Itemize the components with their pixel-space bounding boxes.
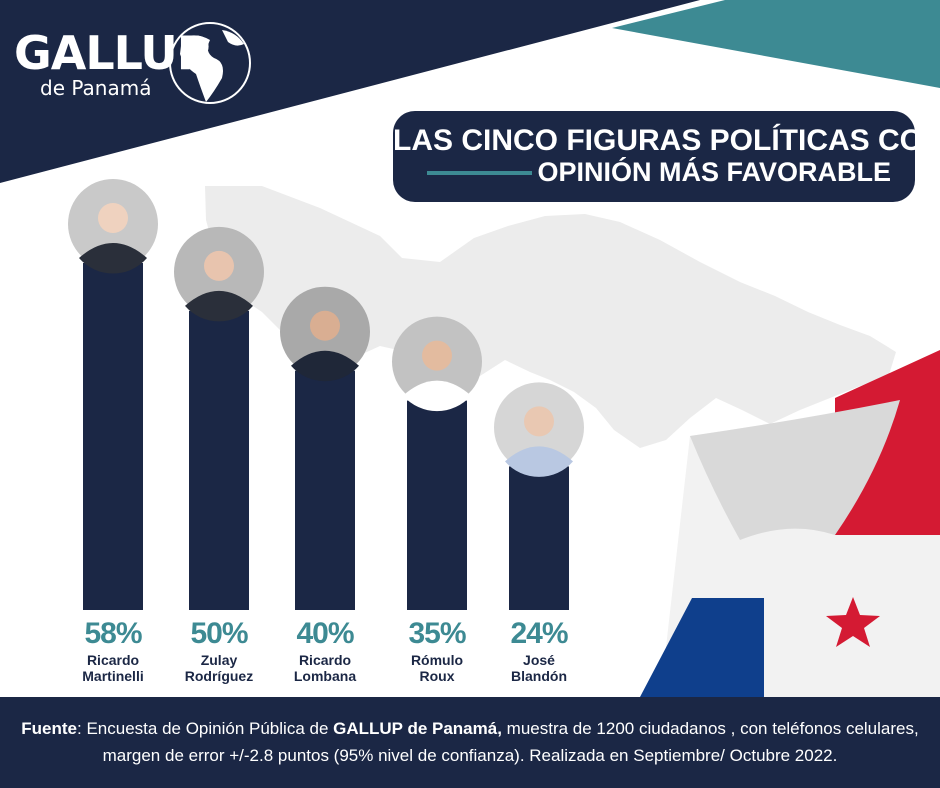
globe-icon xyxy=(169,22,251,104)
category-label-1: Ricardo Martinelli xyxy=(82,652,144,684)
flag-star-icon xyxy=(826,597,880,647)
avatar-4 xyxy=(392,316,482,412)
avatar-5 xyxy=(494,382,584,477)
gallup-logo-subtitle: de Panamá xyxy=(40,76,152,100)
footer-text-part-2: muestra de 1200 ciudadanos , con teléfon… xyxy=(102,719,919,765)
bar-2 xyxy=(189,310,249,610)
footer-source-label: Fuente xyxy=(21,719,78,738)
gallup-logo-text: GALLUP xyxy=(14,26,210,80)
category-label-4: Rómulo Roux xyxy=(410,652,464,684)
category-label-3: Ricardo Lombana xyxy=(293,652,357,684)
bar-4 xyxy=(407,400,467,610)
title-accent-rule xyxy=(427,171,532,175)
chart-title-box: LAS CINCO FIGURAS POLÍTICAS CON OPINIÓN … xyxy=(393,111,940,202)
panama-map-silhouette xyxy=(205,186,896,448)
bar-1 xyxy=(83,263,143,610)
teal-accent-band xyxy=(612,0,940,88)
avatar-3 xyxy=(280,286,370,382)
value-label-2: 50% xyxy=(190,617,248,650)
footer-brand: GALLUP de Panamá, xyxy=(333,719,502,738)
value-label-3: 40% xyxy=(296,617,354,650)
flag-page-curl xyxy=(690,400,900,540)
footer-text-part-1: : Encuesta de Opinión Pública de xyxy=(77,719,334,738)
footer-bar: Fuente: Encuesta de Opinión Pública de G… xyxy=(0,697,940,788)
value-label-5: 24% xyxy=(510,617,568,650)
value-label-4: 35% xyxy=(408,617,466,650)
header-band xyxy=(0,0,700,183)
value-label-1: 58% xyxy=(84,617,142,650)
bar-5 xyxy=(509,466,569,610)
flag-blue-quadrant xyxy=(640,598,764,697)
avatar-2 xyxy=(174,226,264,322)
footer-source-text: Fuente: Encuesta de Opinión Pública de G… xyxy=(18,715,922,769)
chart-title-line-1: LAS CINCO FIGURAS POLÍTICAS CON xyxy=(393,124,940,157)
category-label-2: Zulay Rodríguez xyxy=(184,652,254,684)
avatar-1 xyxy=(68,179,158,274)
bar-3 xyxy=(295,370,355,610)
chart-title-line-2: OPINIÓN MÁS FAVORABLE xyxy=(537,157,891,187)
category-label-5: José Blandón xyxy=(511,652,567,684)
